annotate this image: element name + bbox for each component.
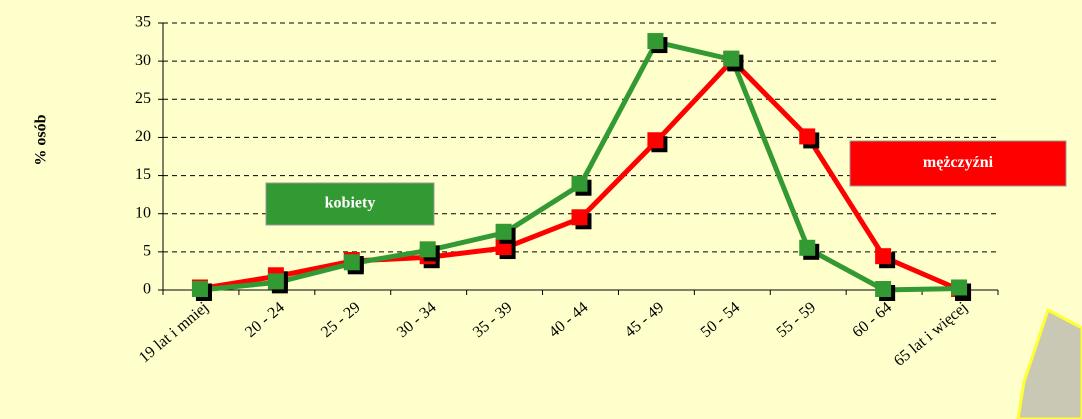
y-tick-label: 0 [143,281,151,298]
marker [723,50,740,67]
y-axis-label: % osób [33,114,50,165]
y-tick-label: 35 [135,14,151,31]
marker [951,279,968,296]
marker [799,239,816,256]
marker [495,223,512,240]
marker [571,175,588,192]
marker [191,281,208,297]
marker [799,128,816,145]
marker [875,281,892,297]
marker [419,241,436,258]
marker [571,209,588,226]
y-tick-label: 15 [135,166,151,183]
legend-label: kobiety [325,195,376,212]
legend-box [849,140,1067,187]
y-tick-label: 5 [143,243,151,260]
y-tick-label: 10 [135,204,151,221]
y-tick-label: 20 [135,128,151,145]
marker [647,33,664,50]
legend-box [265,182,435,226]
marker [343,254,360,271]
y-tick-label: 25 [135,90,151,107]
marker [875,248,892,265]
legend-label: mężczyźni [923,154,994,171]
marker [647,132,664,149]
callout-shape [1016,307,1082,419]
marker [267,273,284,290]
y-tick-label: 30 [135,52,151,69]
